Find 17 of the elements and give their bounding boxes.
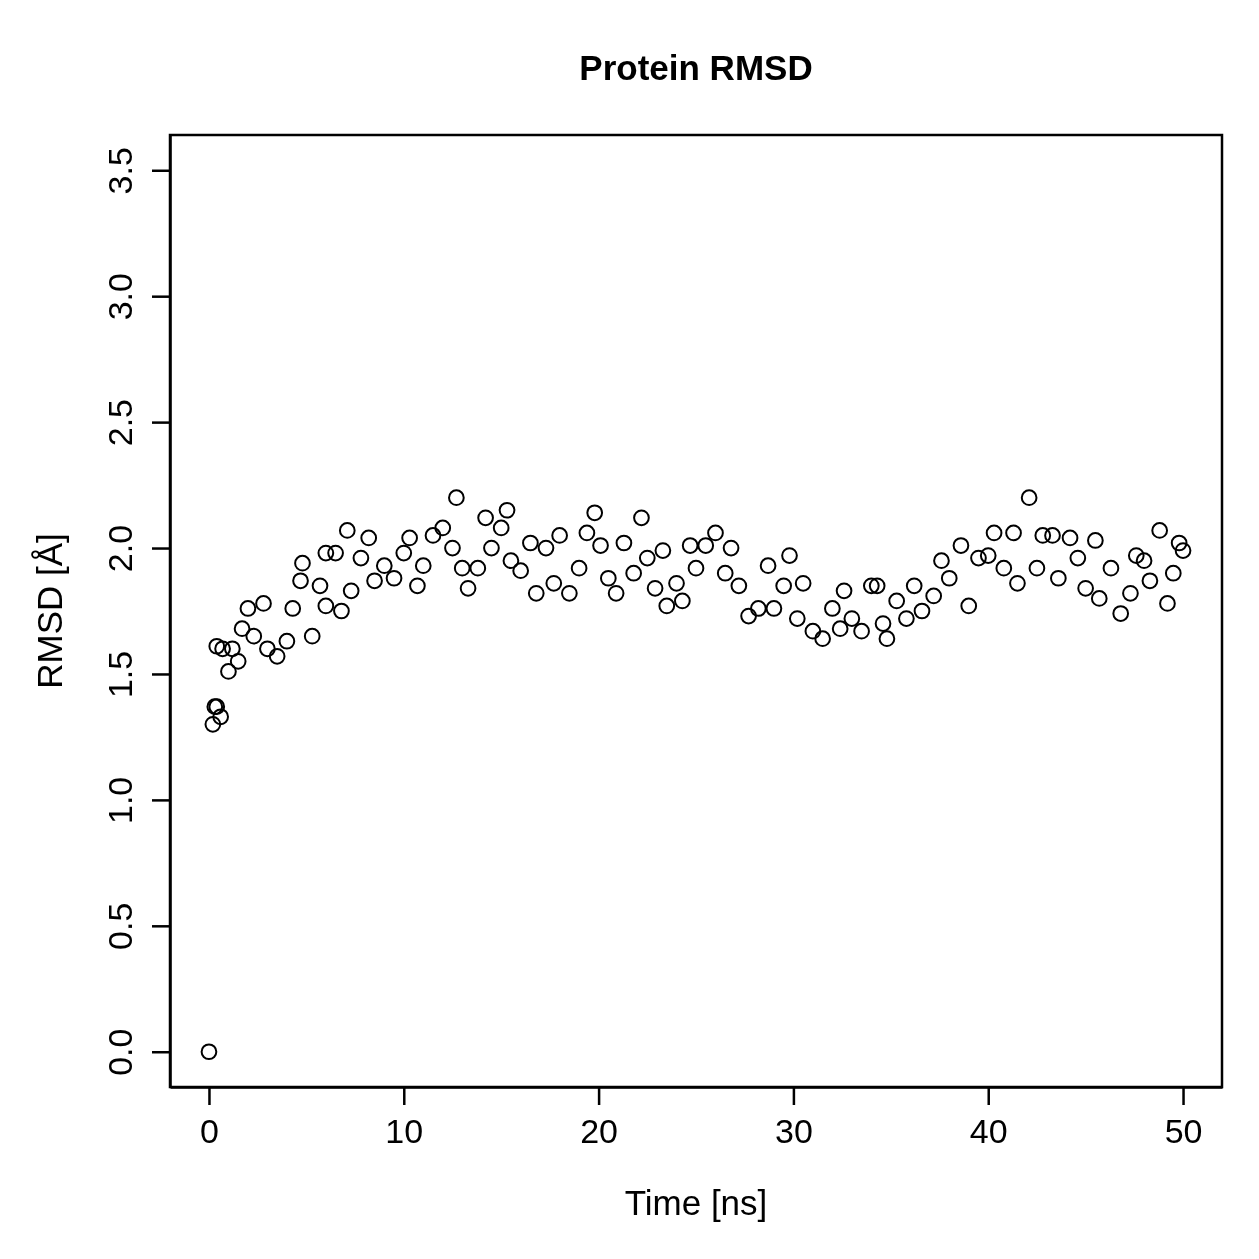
x-tick-label: 0: [200, 1112, 219, 1151]
y-tick-label: 3.5: [101, 147, 139, 195]
y-tick-label: 0.5: [101, 902, 139, 950]
x-tick-label: 10: [385, 1112, 424, 1151]
x-tick-label: 30: [774, 1112, 813, 1151]
y-axis-title: RMSD [Å]: [30, 533, 69, 689]
x-axis-title: Time [ns]: [624, 1183, 768, 1222]
chart-title: Protein RMSD: [579, 48, 813, 87]
y-tick-label: 0.0: [101, 1028, 139, 1076]
x-tick-label: 20: [580, 1112, 619, 1151]
y-tick-label: 2.0: [101, 524, 139, 573]
y-tick-label: 1.5: [101, 650, 139, 699]
x-tick-label: 40: [969, 1112, 1008, 1151]
y-tick-label: 3.0: [101, 273, 139, 321]
y-tick-label: 1.0: [101, 776, 139, 825]
x-tick-label: 50: [1164, 1112, 1203, 1151]
y-tick-label: 2.5: [101, 398, 139, 447]
